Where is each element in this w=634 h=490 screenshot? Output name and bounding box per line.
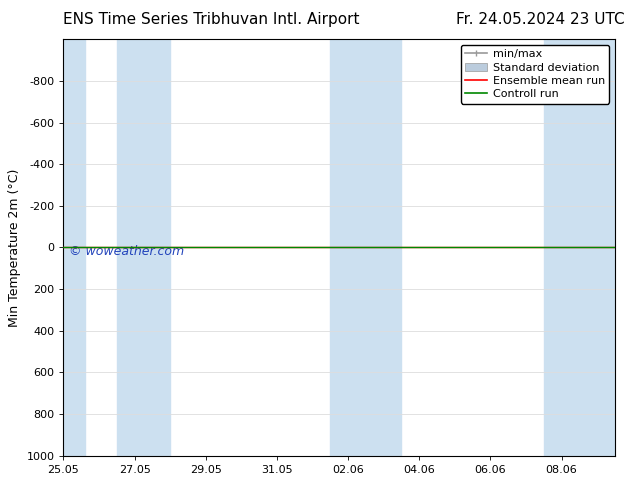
Text: ENS Time Series Tribhuvan Intl. Airport: ENS Time Series Tribhuvan Intl. Airport <box>63 12 360 27</box>
Bar <box>330 39 401 456</box>
Bar <box>117 39 170 456</box>
Y-axis label: Min Temperature 2m (°C): Min Temperature 2m (°C) <box>8 168 21 327</box>
Text: Fr. 24.05.2024 23 UTC: Fr. 24.05.2024 23 UTC <box>456 12 625 27</box>
Legend: min/max, Standard deviation, Ensemble mean run, Controll run: min/max, Standard deviation, Ensemble me… <box>460 45 609 104</box>
Bar <box>63 39 85 456</box>
Bar <box>544 39 615 456</box>
Text: © woweather.com: © woweather.com <box>69 245 184 258</box>
